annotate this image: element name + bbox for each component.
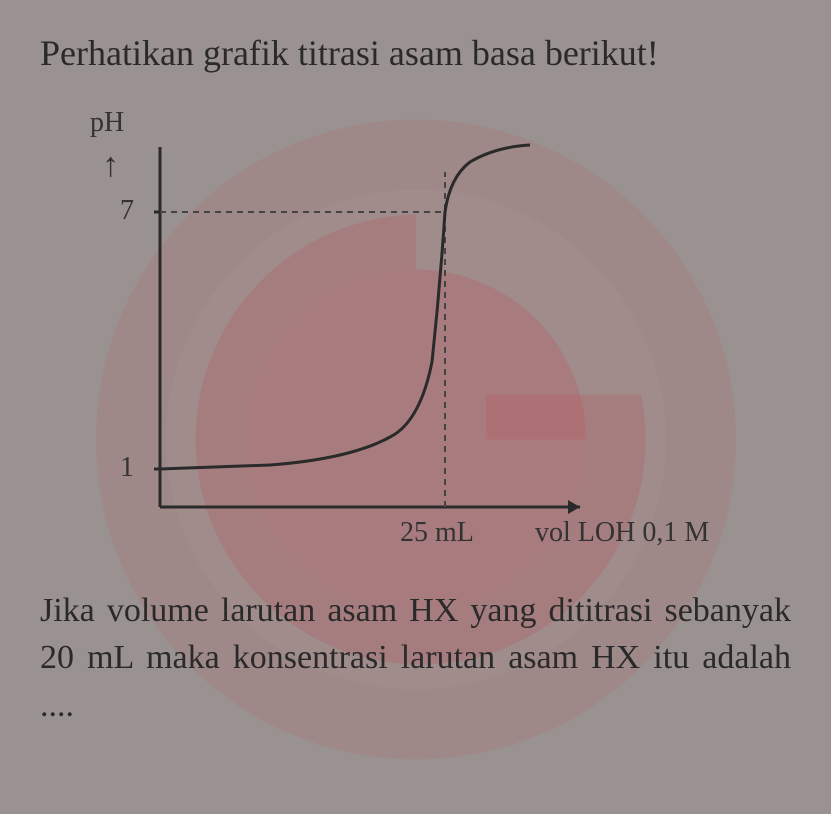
y-tick-1: 1 [120,452,134,484]
question-title: Perhatikan grafik titrasi asam basa beri… [40,30,791,77]
y-tick-7: 7 [120,195,134,227]
question-body: Jika volume larutan asam HX yang dititra… [40,587,791,730]
titration-chart: pH ↑ 7 1 25 mL vol LOH 0,1 M [80,97,680,577]
y-axis-arrow-icon: ↑ [102,147,119,185]
chart-svg [150,127,650,527]
y-axis-label: pH [90,107,124,139]
